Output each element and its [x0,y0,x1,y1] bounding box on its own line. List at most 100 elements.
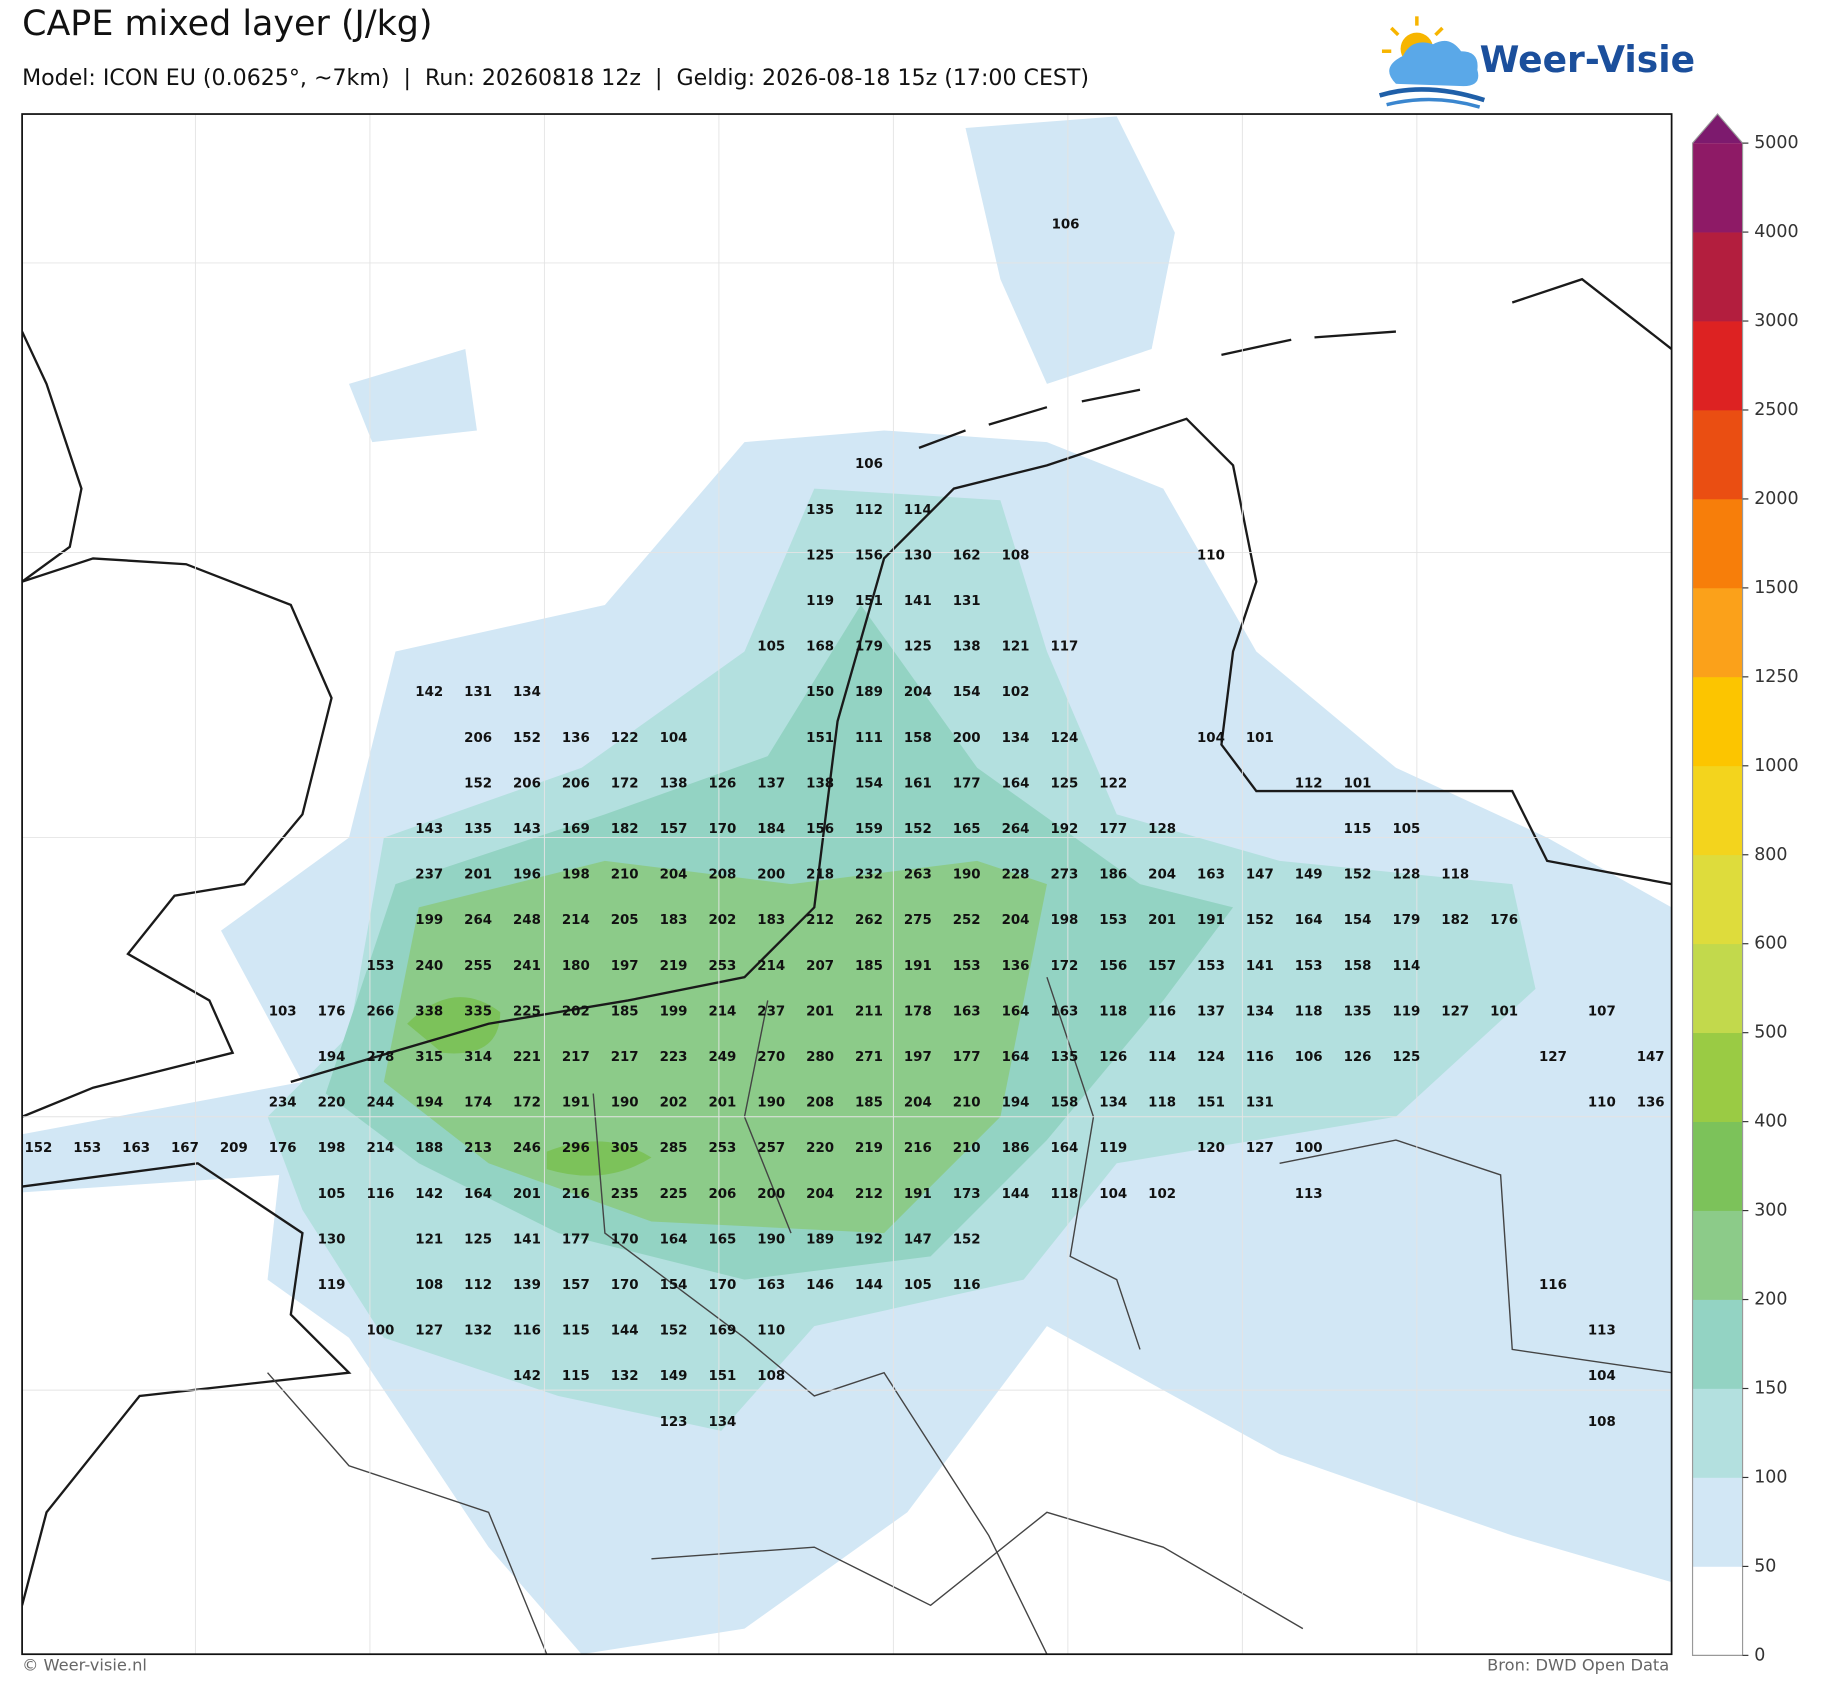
value-label: 198 [1050,913,1078,928]
value-label: 161 [904,776,932,791]
value-label: 182 [611,822,639,837]
colorbar-segment [1692,587,1743,678]
value-label: 138 [953,640,981,655]
value-label: 105 [1392,822,1420,837]
value-label: 164 [1050,1141,1078,1156]
logo: Weer-Visie [1378,16,1695,109]
footer-left: © Weer-visie.nl [22,1655,147,1674]
colorbar-tick-label: 3000 [1754,311,1798,331]
value-label: 137 [757,776,785,791]
value-label: 131 [953,594,981,609]
value-label: 162 [953,548,981,563]
value-label: 186 [1002,1141,1030,1156]
value-label: 168 [806,640,834,655]
value-label: 176 [318,1004,346,1019]
value-label: 158 [1344,959,1372,974]
value-label: 107 [1588,1004,1616,1019]
value-label: 257 [757,1141,785,1156]
value-label: 210 [953,1141,981,1156]
value-label: 186 [1099,868,1127,883]
value-label: 189 [806,1232,834,1247]
value-label: 249 [708,1050,736,1065]
value-label: 119 [1099,1141,1127,1156]
colorbar-segment [1692,1032,1743,1122]
value-label: 131 [464,685,492,700]
value-label: 199 [660,1004,688,1019]
colorbar-segment [1692,1210,1743,1300]
value-label: 271 [855,1050,883,1065]
value-label: 143 [513,822,541,837]
value-label: 263 [904,868,932,883]
value-label: 149 [660,1369,688,1384]
value-label: 153 [73,1141,101,1156]
value-label: 157 [660,822,688,837]
value-label: 108 [1002,548,1030,563]
value-label: 105 [757,640,785,655]
value-label: 158 [904,731,932,746]
value-label: 185 [611,1004,639,1019]
value-label: 241 [513,959,541,974]
value-label: 132 [611,1369,639,1384]
value-label: 144 [1002,1187,1030,1202]
value-label: 144 [855,1278,883,1293]
value-label: 194 [318,1050,346,1065]
value-label: 232 [855,868,883,883]
value-label: 212 [806,913,834,928]
value-label: 191 [1197,913,1225,928]
value-label: 234 [269,1096,297,1111]
value-label: 191 [562,1096,590,1111]
value-label: 116 [1539,1278,1567,1293]
value-label: 338 [415,1004,443,1019]
value-label: 142 [415,685,443,700]
value-label: 218 [806,868,834,883]
value-label: 113 [1295,1187,1323,1202]
value-label: 163 [1197,868,1225,883]
value-label: 153 [1295,959,1323,974]
value-label: 158 [1050,1096,1078,1111]
value-label: 214 [562,913,590,928]
value-label: 170 [611,1278,639,1293]
value-label: 164 [1002,1050,1030,1065]
value-label: 296 [562,1141,590,1156]
value-label: 253 [708,959,736,974]
colorbar-tick-label: 2500 [1754,400,1798,420]
value-label: 167 [171,1141,199,1156]
value-label: 169 [708,1324,736,1339]
value-label: 185 [855,1096,883,1111]
value-label: 266 [366,1004,394,1019]
value-label: 237 [415,868,443,883]
value-label: 126 [1344,1050,1372,1065]
colorbar-tick-label: 100 [1754,1467,1787,1487]
value-label: 121 [415,1232,443,1247]
value-label: 152 [1246,913,1274,928]
value-label: 131 [1246,1096,1274,1111]
value-label: 122 [611,731,639,746]
value-label: 278 [366,1050,394,1065]
value-label: 127 [1246,1141,1274,1156]
colorbar-tick-label: 50 [1754,1556,1776,1576]
value-label: 210 [611,868,639,883]
value-label: 134 [708,1415,736,1430]
value-label: 216 [562,1187,590,1202]
value-label: 124 [1197,1050,1225,1065]
value-label: 244 [366,1096,394,1111]
value-label: 208 [708,868,736,883]
value-label: 115 [562,1324,590,1339]
value-label: 252 [953,913,981,928]
value-label: 207 [806,959,834,974]
value-label: 136 [562,731,590,746]
value-label: 225 [513,1004,541,1019]
value-label: 157 [1148,959,1176,974]
value-label: 177 [1099,822,1127,837]
value-label: 200 [953,731,981,746]
value-label: 169 [562,822,590,837]
value-label: 119 [806,594,834,609]
value-label: 170 [708,1278,736,1293]
value-label: 190 [757,1096,785,1111]
value-label: 188 [415,1141,443,1156]
value-label: 130 [904,548,932,563]
colorbar-outline [1691,113,1744,1656]
value-label: 124 [1050,731,1078,746]
value-label: 201 [513,1187,541,1202]
